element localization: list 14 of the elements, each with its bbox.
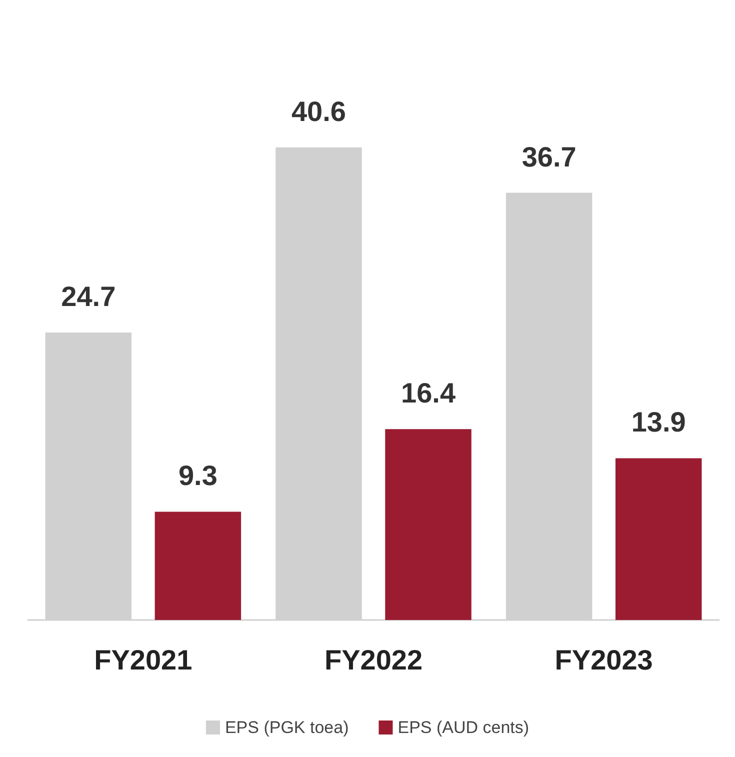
legend-label: EPS (PGK toea) bbox=[224, 718, 349, 737]
data-label: 9.3 bbox=[178, 460, 218, 492]
x-tick-label: FY2021 bbox=[94, 644, 192, 676]
bar bbox=[615, 458, 702, 620]
data-label: 36.7 bbox=[522, 141, 576, 172]
x-tick-label: FY2023 bbox=[554, 644, 653, 676]
legend-label: EPS (AUD cents) bbox=[398, 718, 530, 737]
data-label: 16.4 bbox=[401, 378, 456, 409]
bar bbox=[385, 429, 472, 620]
x-tick-label: FY2022 bbox=[324, 644, 423, 676]
data-label: 13.9 bbox=[631, 406, 686, 438]
data-label: 40.6 bbox=[291, 96, 346, 127]
data-label: 24.7 bbox=[61, 280, 116, 312]
bar bbox=[154, 512, 242, 620]
